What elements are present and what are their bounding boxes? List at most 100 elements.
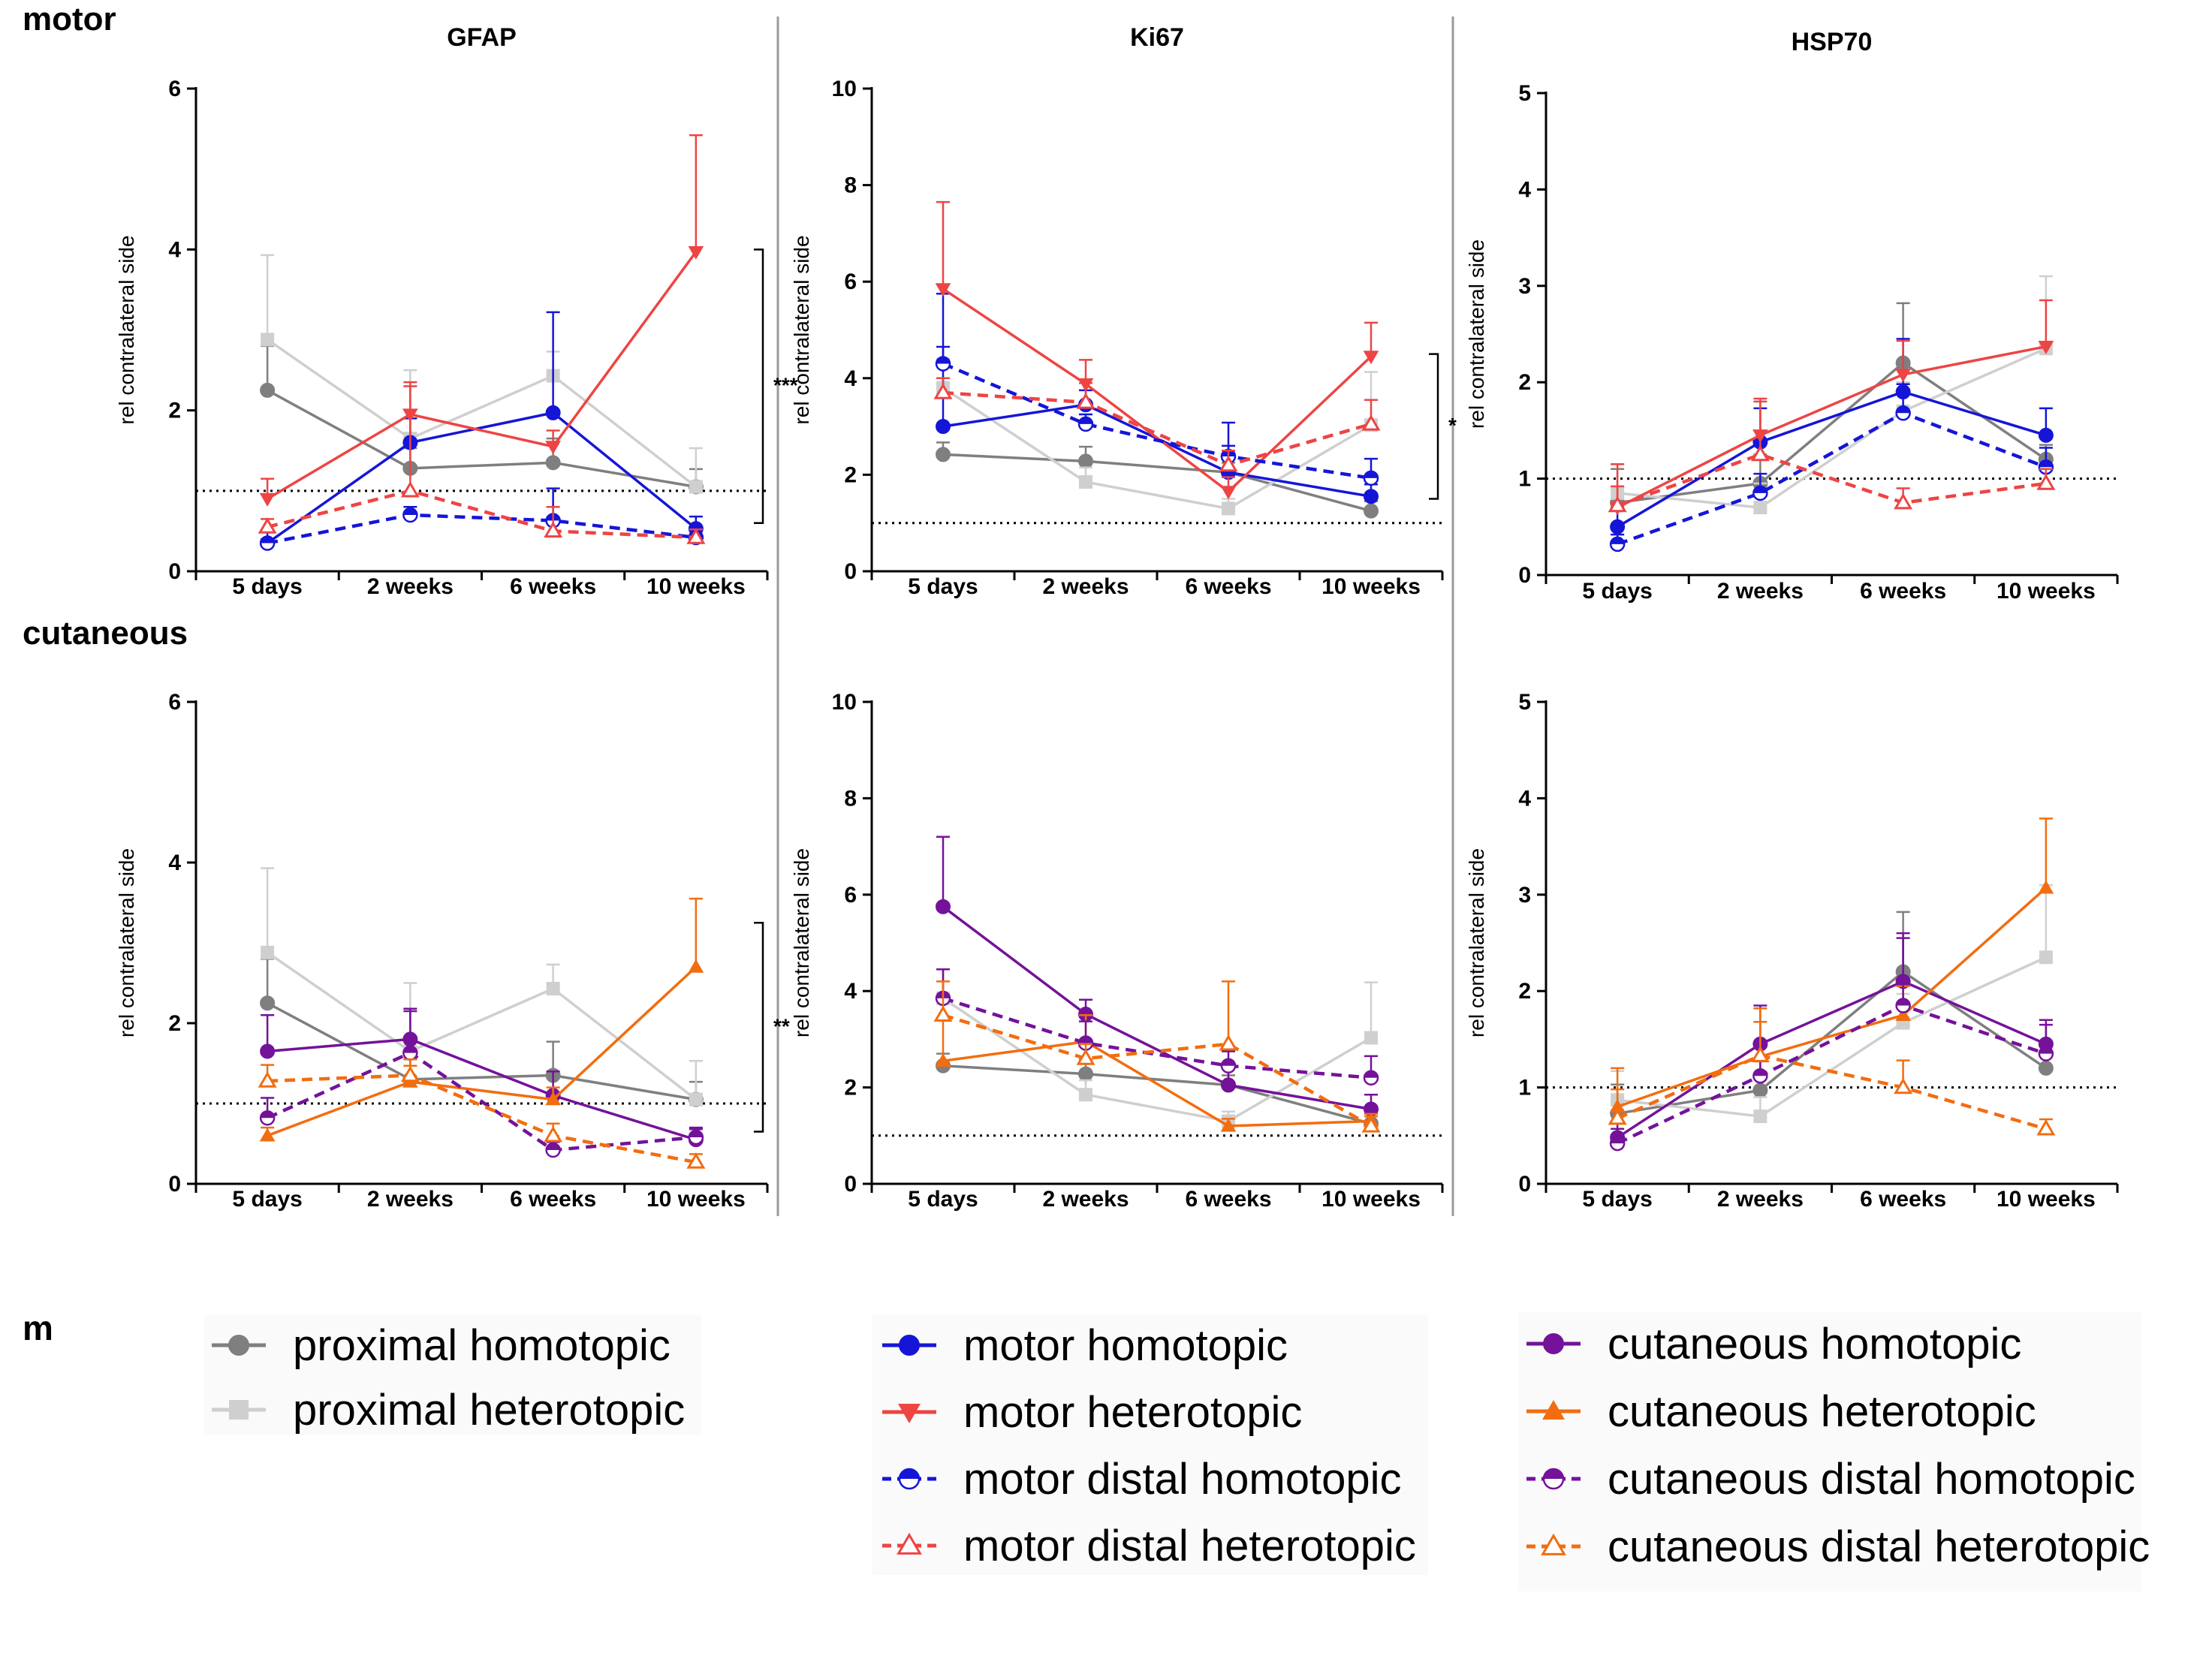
significance-label: *** — [773, 374, 798, 397]
data-point — [261, 945, 275, 959]
data-point — [688, 1129, 704, 1146]
chart-title: GFAP — [447, 23, 517, 52]
y-axis-label: rel contralateral side — [115, 848, 138, 1037]
data-point — [933, 1005, 953, 1022]
series-motor-distal-homotopic — [259, 487, 704, 551]
legend-item-cutaneous-distal-heterotopic: cutaneous distal heterotopic — [1526, 1522, 2150, 1571]
legend-marker — [898, 1403, 921, 1423]
data-point — [259, 535, 276, 551]
x-tick-label: 5 days — [908, 574, 978, 599]
legend-stub-letter: m — [23, 1308, 53, 1347]
x-tick-label: 6 weeks — [1860, 579, 1946, 604]
legend-label: motor distal heterotopic — [963, 1522, 1416, 1570]
series-line — [1617, 411, 2047, 546]
series-line — [267, 965, 698, 1137]
series-proximal-homotopic — [1610, 911, 2054, 1122]
data-point — [1752, 1082, 1768, 1098]
data-point — [259, 1128, 276, 1142]
series-line — [267, 338, 697, 488]
y-tick-label: 4 — [168, 851, 181, 875]
y-tick-label: 4 — [1518, 177, 1531, 202]
data-point — [686, 1152, 706, 1169]
series-motor-homotopic — [1610, 338, 2054, 534]
data-point — [689, 1092, 703, 1107]
legend-item-motor-heterotopic: motor heterotopic — [882, 1388, 1302, 1437]
series-line — [1617, 347, 2047, 509]
series-line — [942, 1064, 1372, 1125]
legend-marker — [1542, 1400, 1565, 1420]
x-tick-label: 10 weeks — [646, 574, 746, 599]
legend-marker — [897, 1532, 922, 1555]
series-cutaneous-distal-heterotopic — [258, 1058, 706, 1169]
data-point — [1219, 1034, 1238, 1051]
series-line — [267, 1001, 697, 1101]
legend-item-cutaneous-distal-homotopic: cutaneous distal homotopic — [1526, 1455, 2135, 1504]
series-line — [267, 251, 698, 501]
x-tick-label: 5 days — [232, 574, 302, 599]
legend-label: motor distal homotopic — [963, 1455, 1401, 1504]
legend-label: cutaneous distal heterotopic — [1608, 1522, 2150, 1571]
series-line — [942, 453, 1372, 513]
series-motor-distal-homotopic — [935, 345, 1379, 486]
y-axis-label: rel contralateral side — [790, 235, 813, 424]
data-point — [402, 507, 418, 523]
series-motor-heterotopic — [935, 200, 1379, 500]
data-point — [1079, 475, 1092, 489]
series-proximal-homotopic — [260, 345, 704, 495]
data-point — [1219, 455, 1238, 472]
y-tick-label: 8 — [844, 786, 857, 811]
y-tick-label: 2 — [1518, 370, 1531, 395]
series-line — [942, 996, 1372, 1080]
data-point — [259, 1110, 276, 1126]
data-point — [1220, 1058, 1237, 1073]
legend-marker — [228, 1335, 249, 1356]
series-line — [267, 489, 696, 540]
legend-item-proximal-homotopic: proximal homotopic — [212, 1321, 671, 1370]
chart-panel-cutaneous: 0 2 4 6 8 10 5 days 2 weeks 6 weeks 10 weeks rel c… — [790, 690, 1444, 1212]
series-cutaneous-distal-homotopic — [259, 1007, 704, 1158]
data-point — [1076, 1049, 1095, 1065]
series-line — [1617, 361, 2047, 504]
data-point — [1363, 1070, 1379, 1086]
series-cutaneous-distal-heterotopic — [1608, 1021, 2056, 1136]
x-tick-label: 2 weeks — [1717, 1187, 1804, 1212]
legend-marker — [1543, 1333, 1564, 1354]
x-tick-label: 2 weeks — [1717, 579, 1804, 604]
row-title-motor: motor — [23, 1, 116, 38]
x-tick-label: 6 weeks — [1185, 1187, 1271, 1212]
legend-label: motor homotopic — [963, 1321, 1288, 1370]
y-tick-label: 4 — [844, 366, 857, 391]
legend-label: proximal homotopic — [293, 1321, 671, 1370]
legend-item-motor-homotopic: motor homotopic — [882, 1321, 1288, 1370]
data-point — [1364, 1031, 1378, 1045]
y-tick-label: 6 — [844, 883, 857, 908]
data-point — [1361, 414, 1381, 431]
legend-group-2: motor homotopic motor heterotopic motor di… — [872, 1315, 1428, 1575]
significance-bracket — [1429, 353, 1439, 500]
data-point — [2036, 474, 2056, 490]
data-point — [1361, 1116, 1381, 1133]
legend-item-proximal-heterotopic: proximal heterotopic — [212, 1386, 685, 1435]
y-axis-label: rel contralateral side — [1465, 848, 1488, 1037]
chart-panel-cutaneous: 0 1 2 3 4 5 5 days 2 weeks 6 weeks 10 weeks rel co… — [1465, 690, 2119, 1212]
x-tick-label: 2 weeks — [1042, 1187, 1129, 1212]
data-point — [2038, 341, 2054, 355]
data-point — [2038, 1060, 2054, 1076]
legend-label: motor heterotopic — [963, 1388, 1302, 1437]
data-point — [400, 480, 420, 498]
y-tick-label: 0 — [844, 1172, 857, 1197]
series-line — [942, 905, 1372, 1111]
data-point — [260, 1043, 276, 1059]
x-tick-label: 10 weeks — [1997, 579, 2096, 604]
y-tick-label: 6 — [168, 690, 181, 715]
y-tick-label: 4 — [844, 979, 857, 1004]
data-point — [689, 480, 703, 494]
data-point — [2038, 880, 2054, 894]
data-point — [1221, 1077, 1236, 1093]
series-line — [942, 1040, 1372, 1128]
data-point — [1894, 1077, 1913, 1094]
data-point — [1078, 1066, 1093, 1082]
x-tick-label: 5 days — [232, 1187, 302, 1212]
data-point — [1895, 998, 1911, 1013]
series-motor-distal-heterotopic — [933, 377, 1381, 472]
